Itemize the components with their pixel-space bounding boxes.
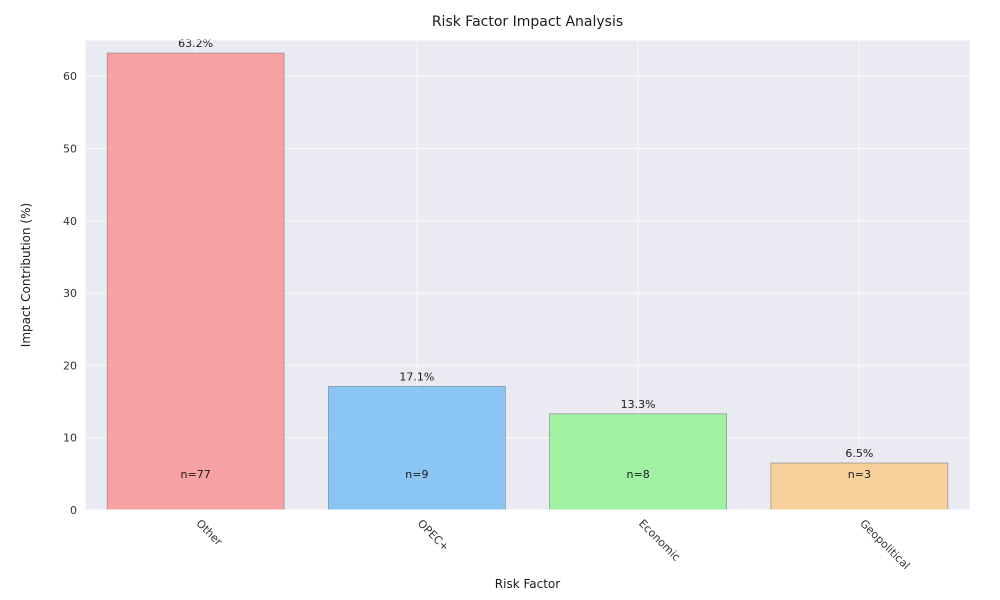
- xtick-label: Geopolitical: [857, 517, 912, 572]
- bar: [550, 414, 727, 510]
- bar-value-label: 63.2%: [178, 37, 213, 50]
- xtick-label: OPEC+: [415, 517, 452, 554]
- bar: [328, 386, 505, 510]
- ytick-label: 0: [70, 504, 77, 517]
- ytick-label: 60: [63, 70, 77, 83]
- y-axis-label: Impact Contribution (%): [19, 203, 33, 347]
- bar-n-label: n=77: [181, 468, 211, 481]
- bar-n-label: n=3: [848, 468, 871, 481]
- bar-value-label: 17.1%: [399, 370, 434, 383]
- bar: [107, 53, 284, 510]
- ytick-label: 30: [63, 287, 77, 300]
- ytick-label: 10: [63, 432, 77, 445]
- bar-value-label: 6.5%: [845, 447, 873, 460]
- risk-factor-chart: 0 10 20 30 40 50 60 63.2% n=77 Other 17.1% n=9 OPEC+…: [0, 0, 1000, 600]
- xtick-label: Economic: [636, 517, 683, 564]
- xtick-label: Other: [194, 517, 226, 549]
- chart-title: Risk Factor Impact Analysis: [432, 14, 623, 30]
- chart-svg: 0 10 20 30 40 50 60 63.2% n=77 Other 17.1% n=9 OPEC+…: [0, 0, 1000, 600]
- bar-n-label: n=8: [627, 468, 650, 481]
- ytick-label: 20: [63, 359, 77, 372]
- ytick-label: 50: [63, 142, 77, 155]
- x-axis-label: Risk Factor: [495, 577, 560, 591]
- bar-value-label: 13.3%: [621, 398, 656, 411]
- ytick-label: 40: [63, 215, 77, 228]
- bar-n-label: n=9: [405, 468, 428, 481]
